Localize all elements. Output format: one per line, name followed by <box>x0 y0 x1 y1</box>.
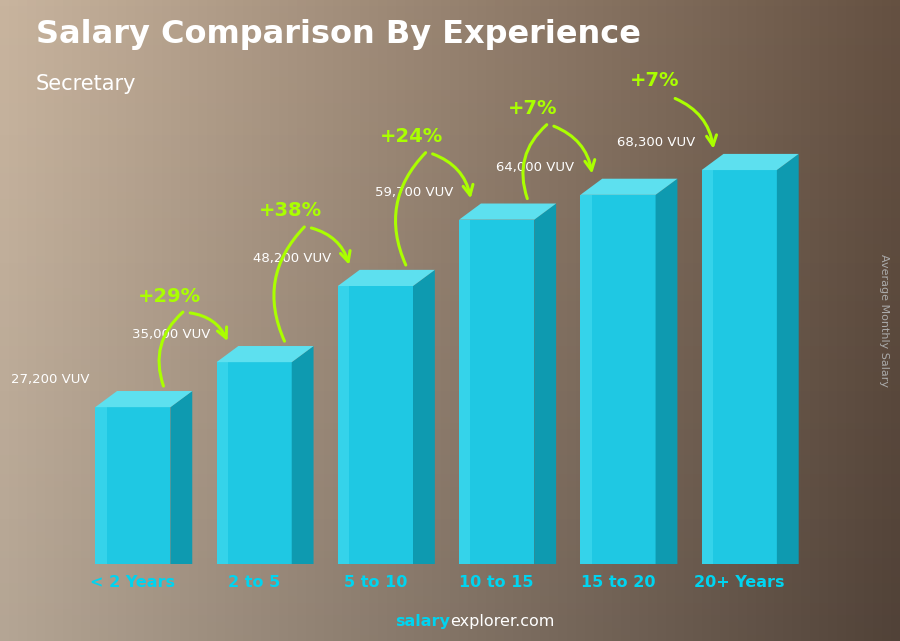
Polygon shape <box>580 195 655 564</box>
Polygon shape <box>580 195 591 564</box>
Text: Salary Comparison By Experience: Salary Comparison By Experience <box>36 19 641 50</box>
Text: explorer.com: explorer.com <box>450 615 554 629</box>
Polygon shape <box>217 346 313 362</box>
Text: Secretary: Secretary <box>36 74 137 94</box>
Text: +7%: +7% <box>508 99 558 118</box>
Text: 68,300 VUV: 68,300 VUV <box>617 137 696 149</box>
Text: +24%: +24% <box>380 127 444 146</box>
Polygon shape <box>95 391 193 407</box>
Polygon shape <box>413 270 435 564</box>
Text: 48,200 VUV: 48,200 VUV <box>254 253 332 265</box>
Polygon shape <box>459 220 535 564</box>
Polygon shape <box>338 286 413 564</box>
Text: 59,700 VUV: 59,700 VUV <box>374 186 453 199</box>
Text: Average Monthly Salary: Average Monthly Salary <box>878 254 889 387</box>
Text: 35,000 VUV: 35,000 VUV <box>132 328 211 342</box>
Polygon shape <box>580 179 678 195</box>
Polygon shape <box>338 270 435 286</box>
Polygon shape <box>170 391 193 564</box>
Polygon shape <box>777 154 798 564</box>
Polygon shape <box>702 170 777 564</box>
Polygon shape <box>459 204 556 220</box>
Polygon shape <box>95 407 170 564</box>
Polygon shape <box>702 170 713 564</box>
Polygon shape <box>702 154 798 170</box>
Polygon shape <box>217 362 292 564</box>
Polygon shape <box>459 220 471 564</box>
Polygon shape <box>292 346 313 564</box>
Text: 64,000 VUV: 64,000 VUV <box>496 161 574 174</box>
Polygon shape <box>655 179 678 564</box>
Text: +38%: +38% <box>259 201 322 221</box>
Polygon shape <box>217 362 228 564</box>
Text: salary: salary <box>395 615 450 629</box>
Text: +7%: +7% <box>630 71 680 90</box>
Polygon shape <box>95 407 106 564</box>
Text: +29%: +29% <box>138 287 201 306</box>
Polygon shape <box>535 204 556 564</box>
Text: 27,200 VUV: 27,200 VUV <box>11 374 89 387</box>
Polygon shape <box>338 286 349 564</box>
